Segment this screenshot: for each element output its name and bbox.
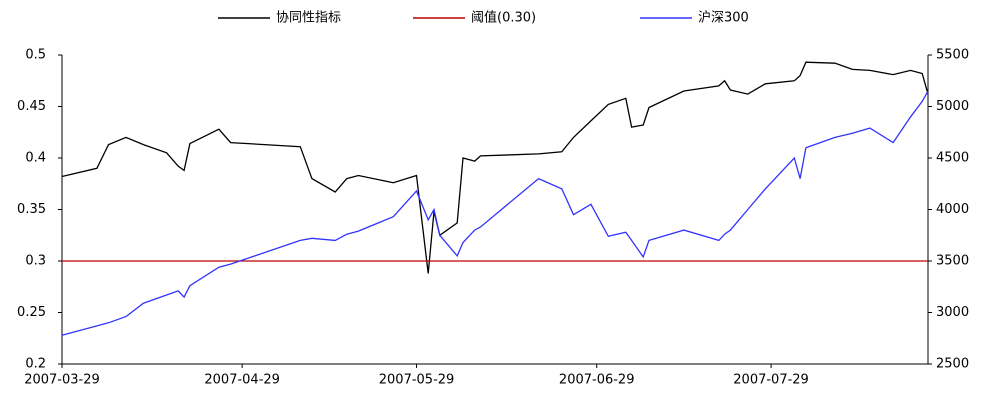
x-tick-label: 2007-06-29 bbox=[559, 373, 635, 388]
y-tick-label: 0.5 bbox=[25, 48, 46, 63]
series-line bbox=[61, 61, 929, 274]
y-tick-label: 0.35 bbox=[17, 202, 46, 217]
y2-tick-label: 2500 bbox=[936, 357, 969, 372]
y-tick-label: 0.3 bbox=[25, 254, 46, 269]
series-line bbox=[61, 90, 929, 336]
y-tick-label: 0.2 bbox=[25, 357, 46, 372]
legend-label: 沪深300 bbox=[698, 10, 749, 26]
y2-tick-label: 5000 bbox=[936, 99, 969, 114]
y2-tick-label: 4000 bbox=[936, 202, 969, 217]
legend-label: 协同性指标 bbox=[276, 11, 341, 26]
y-tick-label: 0.4 bbox=[25, 151, 46, 166]
x-tick-label: 2007-03-29 bbox=[24, 373, 100, 388]
x-tick-label: 2007-07-29 bbox=[733, 373, 809, 388]
y2-tick-label: 4500 bbox=[936, 151, 969, 166]
x-tick-label: 2007-04-29 bbox=[204, 373, 280, 388]
y-tick-label: 0.25 bbox=[17, 305, 46, 320]
y2-tick-label: 5500 bbox=[936, 48, 969, 63]
y2-tick-label: 3500 bbox=[936, 254, 969, 269]
x-tick-label: 2007-05-29 bbox=[379, 373, 455, 388]
y2-tick-label: 3000 bbox=[936, 305, 969, 320]
legend-label: 阈值(0.30) bbox=[471, 10, 536, 26]
y-tick-label: 0.45 bbox=[17, 99, 46, 114]
